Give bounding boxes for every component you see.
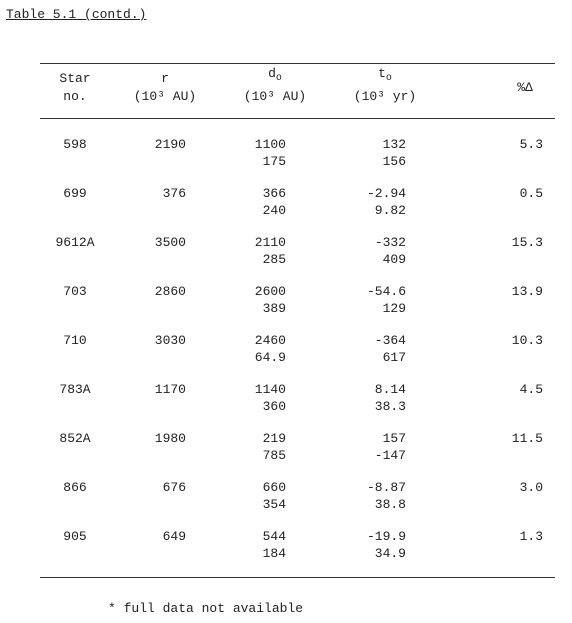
star-no: 703	[63, 284, 87, 299]
pct-value: 1.3	[519, 529, 543, 544]
t-value: -332	[374, 235, 406, 250]
d-value: 660	[262, 480, 286, 495]
d-value: 366	[262, 186, 286, 201]
star-no: 9612A	[55, 235, 95, 250]
pct-value: 0.5	[519, 186, 543, 201]
d-value: 1100	[254, 137, 286, 152]
d-value: 285	[262, 252, 286, 267]
r-value: 676	[162, 480, 186, 495]
t-value: 409	[382, 252, 406, 267]
r-value: 649	[162, 529, 186, 544]
t-value: -19.9	[366, 529, 406, 544]
pct-value: 13.9	[511, 284, 543, 299]
r-value: 2190	[154, 137, 186, 152]
star-no: 699	[63, 186, 87, 201]
header-star: Star	[59, 71, 91, 86]
t-value: -147	[374, 448, 406, 463]
t-value: 156	[382, 154, 406, 169]
header-t: to	[345, 66, 425, 87]
header-d-unit: (10³ AU)	[243, 89, 307, 104]
pct-value: 11.5	[511, 431, 543, 446]
t-value: 157	[382, 431, 406, 446]
r-value: 376	[162, 186, 186, 201]
r-value: 3030	[154, 333, 186, 348]
d-value: 354	[262, 497, 286, 512]
t-value: 9.82	[374, 203, 406, 218]
d-value: 2110	[254, 235, 286, 250]
d-value: 544	[262, 529, 286, 544]
d-value: 2460	[254, 333, 286, 348]
top-rule	[40, 63, 555, 64]
header-r-unit: (10³ AU)	[133, 89, 197, 104]
table-title: Table 5.1 (contd.)	[6, 7, 147, 22]
t-value: 38.3	[374, 399, 406, 414]
bottom-rule	[40, 577, 555, 578]
r-value: 3500	[154, 235, 186, 250]
star-no: 905	[63, 529, 87, 544]
header-d-main: d	[268, 66, 276, 81]
star-no: 852A	[59, 431, 91, 446]
header-d-sub: o	[275, 73, 282, 84]
header-rule	[40, 118, 555, 119]
pct-value: 15.3	[511, 235, 543, 250]
d-value: 785	[262, 448, 286, 463]
t-value: 34.9	[374, 546, 406, 561]
d-value: 240	[262, 203, 286, 218]
header-r: r	[161, 71, 169, 86]
t-value: -54.6	[366, 284, 406, 299]
star-no: 866	[63, 480, 87, 495]
r-value: 2860	[154, 284, 186, 299]
t-value: -364	[374, 333, 406, 348]
footnote: * full data not available	[108, 601, 304, 616]
t-value: 8.14	[374, 382, 406, 397]
t-value: -2.94	[366, 186, 406, 201]
d-value: 1140	[254, 382, 286, 397]
header-t-unit: (10³ yr)	[353, 89, 417, 104]
t-value: 38.8	[374, 497, 406, 512]
t-value: -8.87	[366, 480, 406, 495]
star-no: 783A	[59, 382, 91, 397]
header-d: do	[235, 66, 315, 87]
t-value: 617	[382, 350, 406, 365]
d-value: 389	[262, 301, 286, 316]
r-value: 1980	[154, 431, 186, 446]
t-value: 129	[382, 301, 406, 316]
header-star: no.	[63, 89, 87, 104]
r-value: 1170	[154, 382, 186, 397]
star-no: 598	[63, 137, 87, 152]
pct-value: 4.5	[519, 382, 543, 397]
d-value: 219	[262, 431, 286, 446]
header-t-main: t	[378, 66, 386, 81]
d-value: 360	[262, 399, 286, 414]
t-value: 132	[382, 137, 406, 152]
pct-value: 10.3	[511, 333, 543, 348]
d-value: 184	[262, 546, 286, 561]
d-value: 2600	[254, 284, 286, 299]
star-no: 710	[63, 333, 87, 348]
header-t-sub: o	[385, 73, 392, 84]
d-value: 175	[262, 154, 286, 169]
d-value: 64.9	[254, 350, 286, 365]
pct-value: 5.3	[519, 137, 543, 152]
pct-value: 3.0	[519, 480, 543, 495]
header-pct: %Δ	[517, 80, 533, 95]
